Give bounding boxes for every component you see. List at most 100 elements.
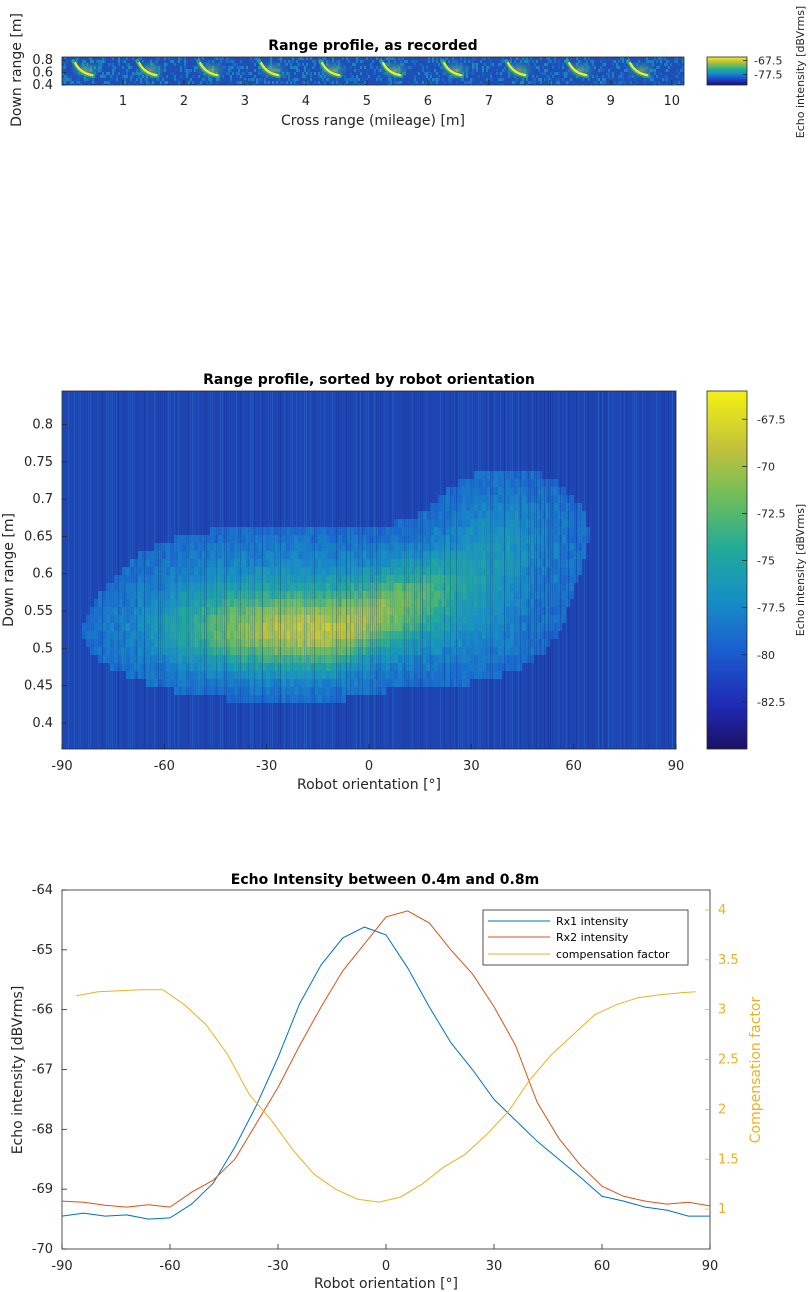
chart-1-noise-cell [78,57,80,60]
chart-1-noise-cell [314,72,316,75]
chart-2-heat-cell [486,663,490,671]
chart-2-heat-cell [314,559,318,567]
chart-1-noise-cell [438,75,440,78]
chart-2-heat-cell [398,623,402,631]
chart-2-heat-cell [498,503,502,511]
chart-1-noise-cell [542,66,544,69]
chart-2-heat-cell [298,559,302,567]
chart-2-heat-cell [506,535,510,543]
chart-2-heat-cell [430,591,434,599]
chart-2-heat-cell [190,599,194,607]
chart-2-heat-cell [510,535,514,543]
chart-1-noise-cell [112,84,114,85]
chart-1-noise-cell [452,57,454,60]
chart-1-noise-cell [388,81,390,84]
chart-1-noise-cell [422,66,424,69]
chart-2-heat-cell [458,591,462,599]
chart-2-heat-cell [254,591,258,599]
chart-1-noise-cell [318,81,320,84]
chart-2-heat-cell [170,655,174,663]
chart-2-heat-cell [398,647,402,655]
chart-2-heat-cell [538,471,542,479]
chart-1-noise-cell [184,66,186,69]
chart-2-heat-cell [518,623,522,631]
chart-2-heat-cell [262,527,266,535]
chart-2-heat-cell [554,615,558,623]
chart-1-noise-cell [544,63,546,66]
chart-2-heat-cell [506,639,510,647]
chart-2-heat-cell [410,591,414,599]
chart-2-heat-cell [250,607,254,615]
chart-2-heat-cell [462,487,466,495]
chart-2-heat-cell [386,567,390,575]
chart-2-heat-cell [298,647,302,655]
chart-1-noise-cell [386,57,388,60]
chart-2-heat-cell [238,607,242,615]
chart-2-heat-cell [362,543,366,551]
chart-2-heat-cell [538,599,542,607]
chart-1-noise-cell [436,81,438,84]
chart-2-heat-cell [458,583,462,591]
chart-2-heat-cell [266,543,270,551]
chart-2-heat-cell [454,583,458,591]
chart-2-heat-cell [382,647,386,655]
chart-2-heat-cell [494,583,498,591]
chart-2-heat-cell [458,487,462,495]
chart-2-heat-cell [246,655,250,663]
chart-2-noise-streak [506,391,507,749]
chart-2-heat-cell [270,559,274,567]
chart-2-heat-cell [530,591,534,599]
chart-2-heat-cell [410,623,414,631]
chart-2-heat-cell [202,639,206,647]
chart-2-heat-cell [278,567,282,575]
chart-1-noise-cell [554,72,556,75]
chart-2-heat-cell [430,535,434,543]
chart-1-noise-cell [652,78,654,81]
chart-1-noise-cell [192,81,194,84]
chart-2-heat-cell [414,535,418,543]
chart-2-noise-streak [464,391,465,749]
chart-2-noise-streak [340,391,341,749]
chart-2-heat-cell [350,607,354,615]
chart-2-noise-streak [116,391,117,749]
chart-2-heat-cell [146,615,150,623]
chart-2-noise-streak [136,391,137,749]
chart-1-noise-cell [374,69,376,72]
chart-2-heat-cell [518,471,522,479]
chart-2-heat-cell [494,487,498,495]
chart-2-heat-cell [514,551,518,559]
chart-2-heat-cell [318,527,322,535]
chart-2-heat-cell [266,695,270,703]
chart-1-noise-cell [264,84,266,85]
chart-2-heat-cell [214,551,218,559]
chart-1-noise-cell [126,57,128,60]
chart-2-heat-cell [114,591,118,599]
chart-1-noise-cell [322,60,324,63]
chart-2-noise-streak [280,391,281,749]
chart-2-heat-cell [506,479,510,487]
chart-2-heat-cell [206,639,210,647]
chart-2-noise-streak [458,391,459,749]
chart-2-noise-streak [512,391,513,749]
chart-2-heat-cell [154,623,158,631]
chart-1-noise-cell [274,84,276,85]
chart-2-heat-cell [162,583,166,591]
chart-2-heat-cell [450,527,454,535]
chart-2-noise-streak [222,391,223,749]
chart-2-heat-cell [422,639,426,647]
chart-2-heat-cell [242,631,246,639]
chart-2-heat-cell [518,527,522,535]
chart-2-heat-cell [98,647,102,655]
chart-2-heat-cell [318,679,322,687]
chart-2-heat-cell [194,551,198,559]
chart-1-noise-cell [238,63,240,66]
chart-2-heat-cell [442,495,446,503]
chart-2-heat-cell [142,575,146,583]
chart-2-heat-cell [154,551,158,559]
chart-2-heat-cell [230,679,234,687]
chart-2-heat-cell [534,639,538,647]
chart-2-heat-cell [542,615,546,623]
chart-2-heat-cell [118,575,122,583]
chart-1-noise-cell [306,63,308,66]
chart-2-heat-cell [322,527,326,535]
